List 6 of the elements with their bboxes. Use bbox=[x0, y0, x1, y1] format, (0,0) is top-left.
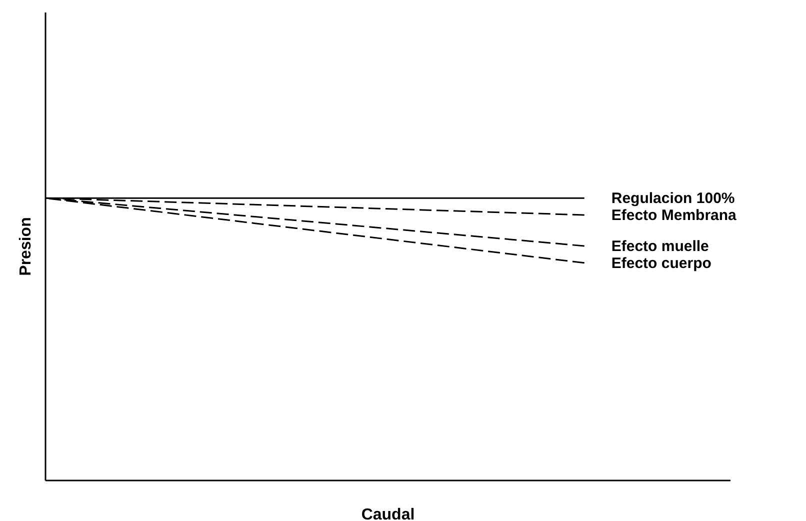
series-label: Efecto muelle bbox=[611, 238, 709, 255]
x-axis-title: Caudal bbox=[361, 506, 415, 521]
series-label: Regulacion 100% bbox=[611, 190, 735, 208]
series-label: Efecto cuerpo bbox=[611, 254, 712, 272]
y-axis-title: Presion bbox=[18, 217, 34, 276]
series-label: Efecto Membrana bbox=[611, 206, 738, 224]
